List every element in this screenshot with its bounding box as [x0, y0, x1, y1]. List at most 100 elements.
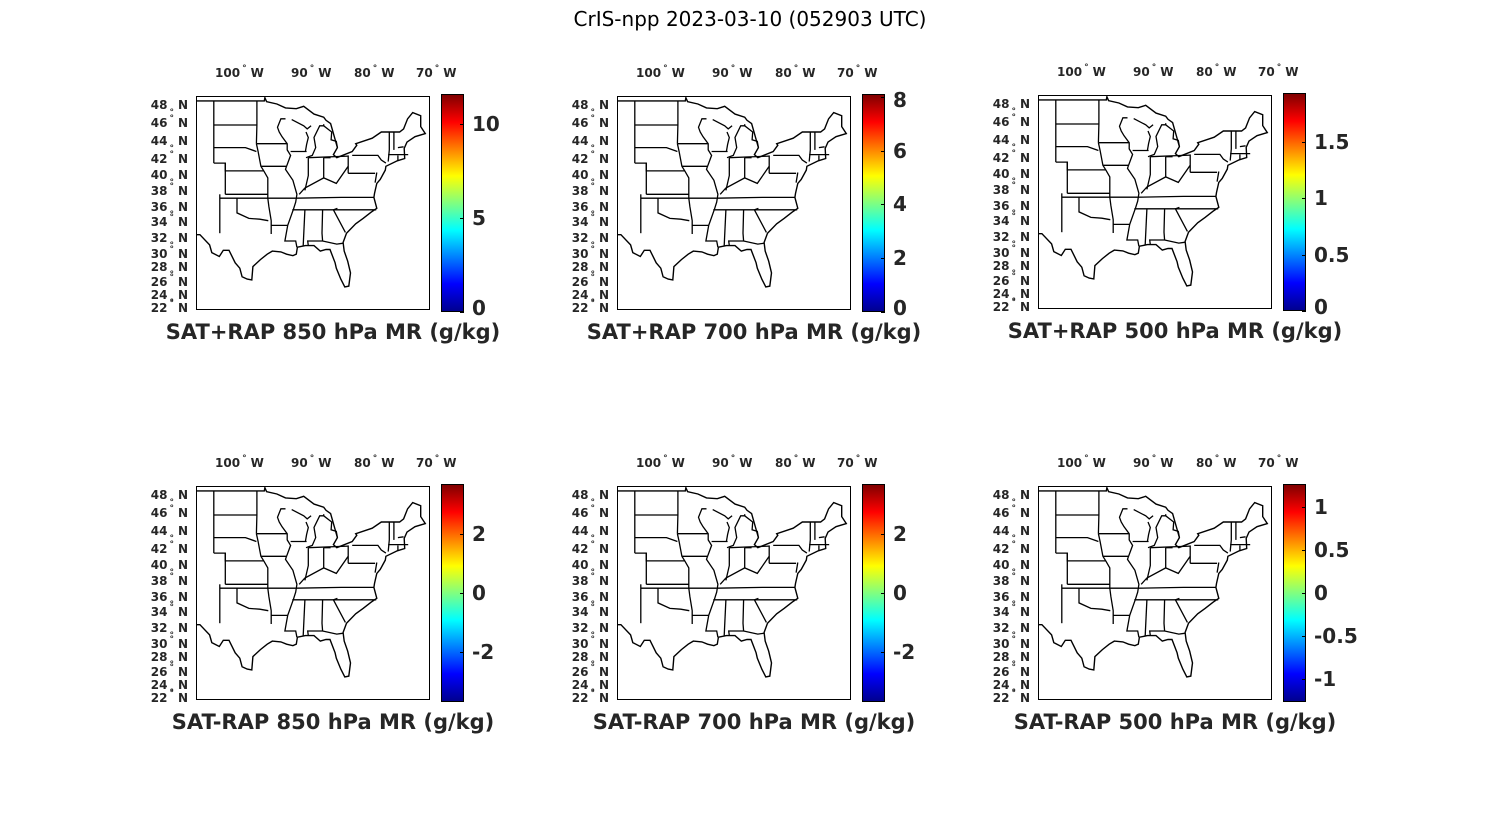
lat-hemisphere: N [1019, 691, 1030, 705]
lat-tick-value: 24 [992, 287, 1010, 301]
degree-symbol: ° [309, 64, 315, 74]
lat-tick-label: 38 ° N [978, 181, 1030, 197]
lat-tick-value: 32 [992, 230, 1010, 244]
lon-hemisphere: W [1285, 456, 1299, 470]
lon-hemisphere: W [739, 456, 753, 470]
degree-symbol: ° [169, 270, 174, 280]
state-boundary [306, 630, 343, 636]
lat-hemisphere: N [1019, 287, 1030, 301]
lat-tick-value: 32 [571, 231, 589, 245]
colorbar-tick-label: 0.5 [1314, 242, 1350, 267]
colorbar-tick-mark [460, 312, 464, 313]
lat-tick-value: 34 [992, 605, 1010, 619]
lat-tick-value: 30 [571, 637, 589, 651]
colorbar-tick-label: 0 [1314, 295, 1328, 319]
lon-hemisphere: W [443, 66, 457, 80]
degree-symbol: ° [855, 64, 861, 74]
degree-symbol: ° [1011, 603, 1016, 613]
colorbar-tick-label: 1 [1314, 495, 1328, 520]
lat-hemisphere: N [177, 650, 188, 664]
state-boundary [1239, 145, 1246, 148]
state-boundary [657, 198, 690, 222]
state-boundary [723, 209, 727, 246]
lat-tick-label: 38 ° N [557, 182, 609, 198]
lat-tick-value: 26 [150, 665, 168, 679]
lat-hemisphere: N [1019, 637, 1030, 651]
lat-tick-label: 48°N [557, 488, 609, 508]
map-outline-svg [618, 97, 848, 288]
lon-hemisphere: W [671, 456, 685, 470]
state-boundary [1146, 156, 1151, 190]
lat-tick-value: 26 [571, 275, 589, 289]
lat-hemisphere: N [598, 678, 609, 692]
lat-tick-label: 22 ° N [136, 689, 188, 705]
lat-tick-label: 36°N [557, 200, 609, 220]
lat-hemisphere: N [598, 247, 609, 261]
lat-tick-value: 30 [992, 246, 1010, 260]
lat-hemisphere: N [177, 488, 188, 502]
lat-hemisphere: N [177, 542, 188, 556]
state-boundary [255, 100, 258, 144]
lat-tick-value: 22 [571, 691, 589, 705]
degree-symbol: ° [1151, 454, 1157, 464]
lat-tick-label: 44°N [557, 134, 609, 154]
lat-hemisphere: N [598, 116, 609, 130]
state-boundary [1229, 522, 1232, 552]
state-boundary [308, 155, 349, 159]
degree-symbol: ° [169, 114, 174, 124]
state-boundary [306, 240, 343, 246]
lat-tick-value: 38 [571, 184, 589, 198]
lat-tick-value: 42 [150, 542, 168, 556]
lat-hemisphere: N [598, 590, 609, 604]
lat-tick-value: 46 [571, 506, 589, 520]
colorbar-tick-mark [881, 651, 885, 653]
degree-symbol: ° [169, 498, 174, 508]
state-boundary [795, 562, 799, 573]
state-boundary [725, 157, 730, 191]
state-boundary [727, 630, 764, 636]
lon-tick-value: 80 [354, 456, 371, 470]
degree-symbol: ° [1011, 572, 1016, 582]
state-boundary [1055, 536, 1099, 543]
degree-symbol: ° [590, 498, 595, 508]
lat-tick-value: 30 [150, 637, 168, 651]
degree-symbol: ° [590, 108, 595, 118]
degree-symbol: ° [1011, 113, 1016, 123]
lat-tick-label: 24°N [136, 678, 188, 698]
lat-tick-value: 24 [571, 678, 589, 692]
degree-symbol: ° [169, 299, 174, 309]
lat-tick-value: 34 [150, 215, 168, 229]
lon-tick-value: 80 [354, 66, 371, 80]
state-boundary [729, 545, 770, 549]
lat-tick-value: 24 [571, 288, 589, 302]
lat-hemisphere: N [1019, 246, 1030, 260]
lon-hemisphere: W [1092, 65, 1106, 79]
state-boundary [753, 597, 767, 623]
state-boundary [727, 240, 764, 246]
lat-tick-value: 30 [571, 247, 589, 261]
degree-symbol: ° [663, 64, 668, 74]
lat-hemisphere: N [177, 98, 188, 112]
colorbar [862, 94, 885, 312]
map-outline-svg [197, 487, 427, 678]
lat-tick-value: 38 [150, 184, 168, 198]
lat-tick-label: 36°N [978, 590, 1030, 610]
degree-symbol: ° [169, 534, 174, 544]
lat-tick-label: 36°N [978, 199, 1030, 219]
lat-hemisphere: N [1019, 300, 1030, 314]
lat-tick-label: 42 ° N [557, 540, 609, 556]
lat-tick-label: 40°N [557, 168, 609, 188]
degree-symbol: ° [169, 241, 174, 251]
lon-tick-value: 100 [215, 66, 241, 80]
lat-hemisphere: N [177, 288, 188, 302]
colorbar-tick-label: 0 [893, 296, 907, 320]
state-boundary [213, 552, 264, 562]
lon-tick-label: 80 ° W [1196, 454, 1236, 470]
lat-hemisphere: N [598, 231, 609, 245]
state-boundary [712, 119, 733, 130]
degree-symbol: ° [590, 568, 595, 578]
panel-title: SAT+RAP 850 hPa MR (g/kg) [165, 320, 501, 344]
lat-tick-value: 24 [150, 678, 168, 692]
lat-tick-label: 22 ° N [136, 299, 188, 315]
lat-tick-label: 30 ° N [978, 244, 1030, 260]
